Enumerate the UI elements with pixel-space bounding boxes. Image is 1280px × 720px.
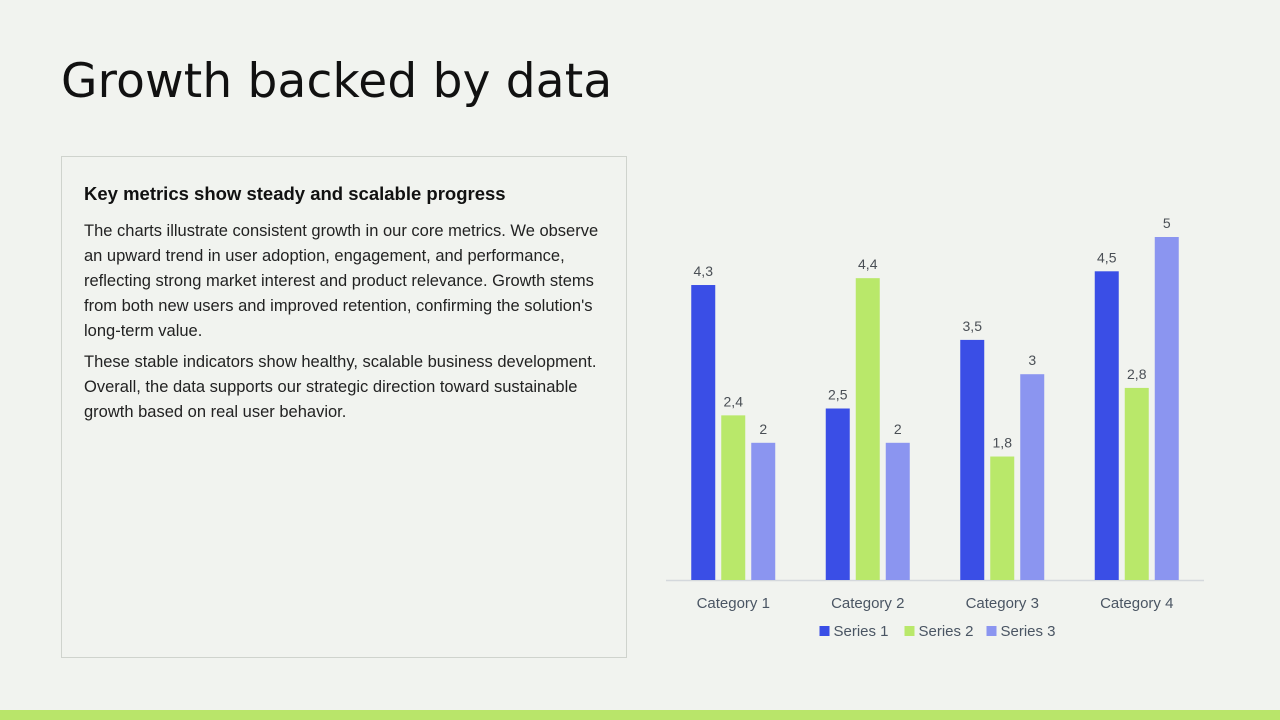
legend-label-series-2: Series 2 bbox=[919, 623, 974, 640]
text-box-paragraph-2: These stable indicators show healthy, sc… bbox=[84, 353, 597, 421]
data-label-series-2-category-3: 1,8 bbox=[993, 435, 1013, 451]
bar-series-2-category-2 bbox=[855, 278, 880, 580]
legend-swatch-series-1 bbox=[819, 626, 830, 636]
data-label-series-2-category-1: 2,4 bbox=[724, 393, 744, 409]
data-label-series-1-category-4: 4,5 bbox=[1097, 249, 1117, 265]
x-tick-label-category-2: Category 2 bbox=[831, 595, 904, 612]
legend-swatch-series-3 bbox=[986, 626, 997, 636]
text-box-paragraph-1: The charts illustrate consistent growth … bbox=[84, 222, 599, 340]
x-tick-label-category-1: Category 1 bbox=[697, 595, 770, 612]
bar-series-2-category-1 bbox=[721, 415, 746, 580]
bar-series-3-category-4 bbox=[1154, 237, 1179, 580]
x-tick-label-category-3: Category 3 bbox=[966, 595, 1039, 612]
bar-series-1-category-4 bbox=[1094, 271, 1119, 580]
data-label-series-1-category-3: 3,5 bbox=[963, 318, 983, 334]
data-label-series-3-category-2: 2 bbox=[894, 421, 902, 437]
bar-series-3-category-1 bbox=[751, 442, 776, 580]
x-tick-label-category-4: Category 4 bbox=[1100, 595, 1173, 612]
legend-label-series-1: Series 1 bbox=[834, 623, 889, 640]
bar-series-1-category-3 bbox=[960, 339, 985, 580]
legend-swatch-series-2 bbox=[904, 626, 915, 636]
metrics-text-box: Key metrics show steady and scalable pro… bbox=[61, 156, 627, 658]
data-label-series-2-category-2: 4,4 bbox=[858, 256, 878, 272]
data-label-series-3-category-1: 2 bbox=[759, 421, 767, 437]
data-label-series-1-category-2: 2,5 bbox=[828, 387, 848, 403]
bar-series-1-category-1 bbox=[691, 285, 716, 580]
data-label-series-3-category-4: 5 bbox=[1163, 215, 1171, 231]
data-label-series-3-category-3: 3 bbox=[1028, 352, 1036, 368]
slide-title: Growth backed by data bbox=[61, 54, 613, 109]
bar-chart: 4,3 2,4 2 Category 1 2,5 4,4 2 Category 2 3,5 1,8… bbox=[666, 215, 1204, 640]
bar-series-3-category-2 bbox=[885, 442, 910, 580]
bar-series-2-category-3 bbox=[990, 456, 1015, 580]
text-box-heading: Key metrics show steady and scalable pro… bbox=[84, 183, 506, 204]
legend-label-series-3: Series 3 bbox=[1001, 623, 1056, 640]
bar-series-2-category-4 bbox=[1124, 387, 1149, 580]
bar-series-1-category-2 bbox=[825, 408, 850, 580]
bar-series-3-category-3 bbox=[1020, 374, 1045, 580]
bottom-accent-bar bbox=[0, 710, 1280, 720]
data-label-series-1-category-1: 4,3 bbox=[694, 263, 714, 279]
data-label-series-2-category-4: 2,8 bbox=[1127, 366, 1147, 382]
